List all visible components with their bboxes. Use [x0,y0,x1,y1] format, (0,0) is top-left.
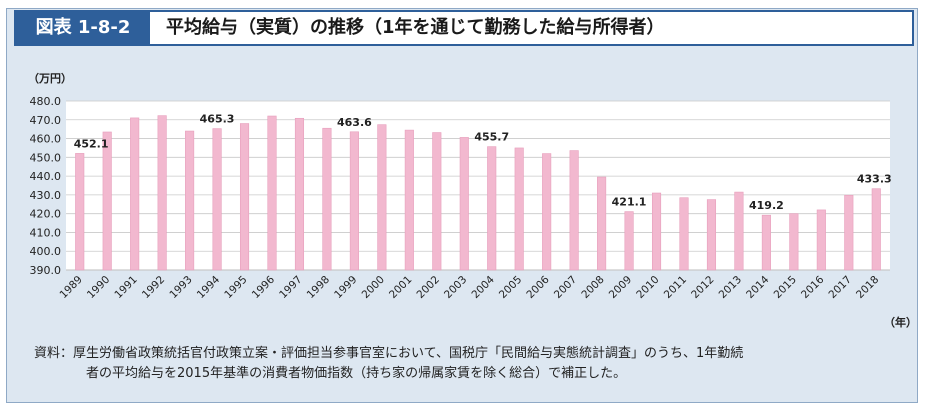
x-tick-label: 1997 [277,274,304,301]
x-tick-label: 1998 [305,274,332,301]
x-tick-label: 2017 [827,274,854,301]
y-tick-label: 440.0 [30,170,62,183]
source-text-line1: 厚生労働省政策統括官付政策立案・評価担当参事官室において、国税庁「民間給与実態統… [73,346,744,361]
bar-1989 [75,153,85,271]
bar-2000 [377,124,387,271]
figure-header: 図表 1-8-2 平均給与（実質）の推移（1年を通じて勤務した給与所得者） [14,10,914,46]
chart-area: 390.0 400.0 410.0 420.0 430.0 440.0 450.0 460.0… [14,56,917,336]
x-tick-label: 2000 [360,274,387,301]
y-tick-label: 430.0 [30,189,62,202]
x-tick-label: 1999 [332,274,359,301]
x-tick-label: 2015 [772,274,799,301]
x-tick-label: 2008 [579,274,606,301]
x-tick-label: 2018 [854,274,881,301]
x-tick-label: 1995 [222,274,249,301]
bar-1991 [130,117,140,271]
y-tick-label: 420.0 [30,208,62,221]
bar-1998 [322,127,332,271]
data-label: 433.3 [857,173,892,186]
source-label: 資料： [34,346,74,361]
figure-number: 図表 1-8-2 [16,12,150,44]
x-tick-label: 1992 [140,274,167,301]
x-tick-label: 2007 [552,274,579,301]
x-tick-labels: 1989 1990 1991 1992 1993 1994 1995 1996 1997 1998… [57,273,881,301]
bar-2015 [789,213,799,271]
x-tick-label: 2011 [662,274,689,301]
bar-1999 [349,131,359,271]
bars [75,115,881,271]
bar-1995 [239,123,250,271]
bar-2017 [844,194,854,271]
x-tick-label: 1991 [112,274,139,301]
data-label: 463.6 [337,116,372,129]
bar-2016 [816,209,826,271]
x-tick-label: 2010 [634,274,661,301]
bar-2012 [706,199,717,271]
data-label: 419.2 [749,199,784,212]
x-tick-label: 1994 [195,273,223,301]
bar-2009 [624,211,634,271]
y-axis-unit-label: （万円） [28,72,72,85]
bar-2010 [651,192,662,271]
y-tick-label: 480.0 [30,95,62,108]
bar-2011 [679,197,689,271]
bar-2018 [871,188,881,271]
data-label: 421.1 [612,196,647,209]
y-tick-label: 390.0 [30,264,62,277]
bar-2002 [432,132,442,271]
x-tick-label: 1989 [57,274,84,301]
x-tick-label: 2016 [799,273,827,301]
bar-1990 [102,131,112,271]
x-tick-label: 2006 [524,273,552,301]
bar-2005 [514,147,524,271]
bar-1992 [157,115,167,271]
x-tick-label: 2002 [415,274,442,301]
plot-background [66,101,890,270]
x-tick-label: 1990 [85,274,112,301]
data-label: 465.3 [200,113,235,126]
bar-2013 [734,191,744,271]
y-tick-label: 470.0 [30,114,62,127]
x-tick-label: 2014 [744,273,772,301]
x-tick-label: 2012 [689,274,716,301]
bar-2006 [542,153,552,271]
y-tick-labels: 390.0 400.0 410.0 420.0 430.0 440.0 450.0 460.0… [30,95,62,277]
data-label: 452.1 [74,137,109,150]
bar-2001 [404,129,414,271]
y-tick-label: 410.0 [30,226,62,239]
x-tick-label: 2005 [497,274,524,301]
y-tick-label: 400.0 [30,245,62,258]
x-tick-label: 2003 [442,274,469,301]
bar-1993 [185,130,195,271]
x-axis-unit-label: （年） [884,315,914,329]
data-label: 455.7 [474,131,509,144]
y-tick-label: 450.0 [30,151,62,164]
bar-2003 [459,137,469,271]
x-tick-label: 2004 [469,273,497,301]
bar-chart: 390.0 400.0 410.0 420.0 430.0 440.0 450.0 460.0… [28,72,917,329]
x-tick-label: 2001 [387,274,414,301]
x-tick-label: 1993 [167,274,194,301]
bar-1997 [294,117,305,271]
x-tick-label: 2009 [607,274,634,301]
x-tick-label: 2013 [717,274,744,301]
bar-1994 [212,128,222,271]
bar-2014 [761,214,771,271]
x-tick-label: 1996 [250,273,278,301]
source-note: 資料：厚生労働省政策統括官付政策立案・評価担当参事官室において、国税庁「民間給与… [34,344,904,384]
source-text-line2: 者の平均給与を2015年基準の消費者物価指数（持ち家の帰属家賃を除く総合）で補正… [86,366,627,381]
bar-2008 [597,176,607,271]
y-tick-label: 460.0 [30,133,62,146]
bar-1996 [267,115,277,271]
data-labels: 452.1 465.3 463.6 455.7 421.1 419.2 433.3 [74,113,892,213]
gridlines [66,100,890,271]
bar-2007 [569,150,579,271]
bar-2004 [487,146,497,271]
figure-title: 平均給与（実質）の推移（1年を通じて勤務した給与所得者） [166,17,665,38]
